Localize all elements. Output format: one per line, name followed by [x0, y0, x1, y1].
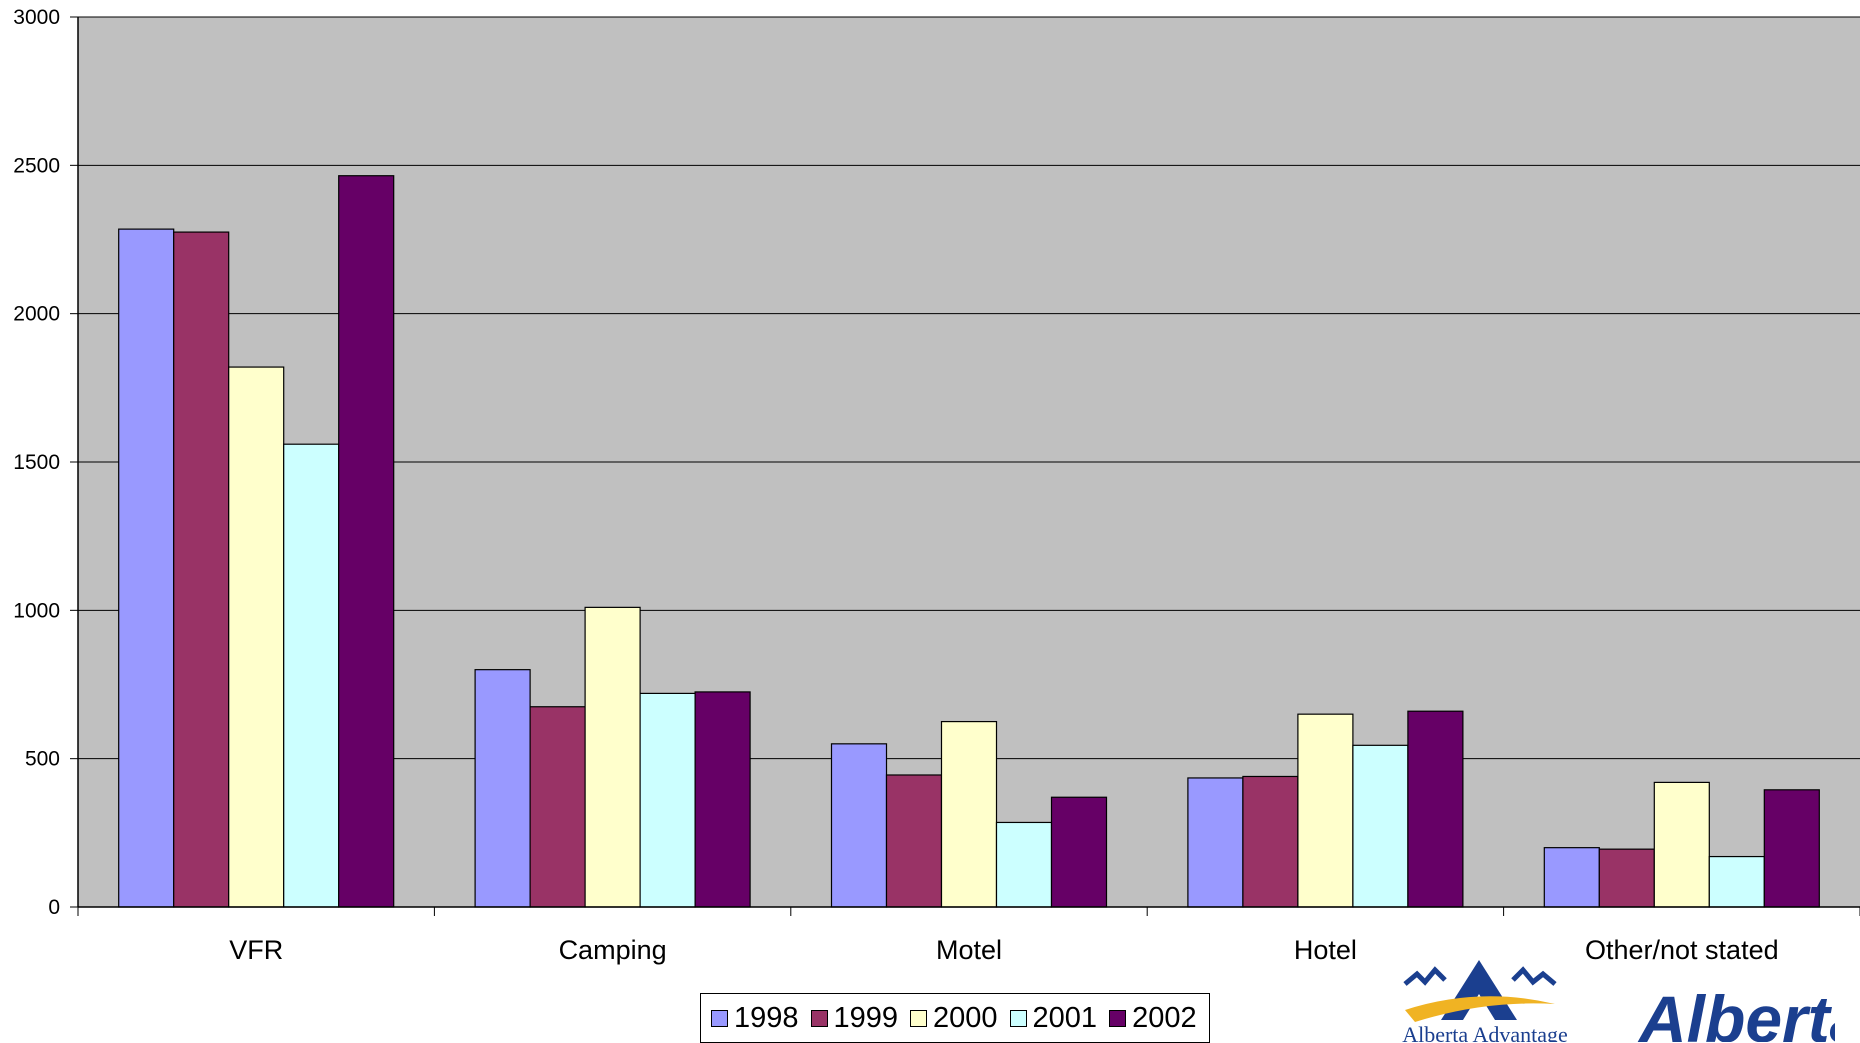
- legend-item: 1998: [711, 1002, 799, 1035]
- bar-2001-camping: [639, 692, 696, 908]
- x-tick-label: VFR: [229, 935, 283, 965]
- alberta-advantage-logo: Alberta Advantage: [1402, 960, 1568, 1042]
- x-tick-label: Other/not stated: [1585, 935, 1779, 965]
- bar-1998-other-not-stated: [1543, 847, 1600, 908]
- y-tick-label: 500: [25, 748, 60, 771]
- sun-swoosh-icon: [1405, 996, 1555, 1022]
- bars: [118, 175, 1820, 908]
- x-tick-label: Hotel: [1294, 935, 1357, 965]
- bar-1999-vfr: [173, 231, 230, 908]
- bar-1998-motel: [830, 743, 888, 908]
- legend-swatch: [810, 1009, 828, 1027]
- bar-1999-other-not-stated: [1598, 848, 1655, 908]
- legend-swatch: [910, 1009, 928, 1027]
- logo-right-text: Alberta: [1637, 982, 1835, 1042]
- y-tick-label: 2000: [13, 303, 60, 326]
- y-tick-label: 1000: [13, 599, 60, 622]
- y-tick-label: 3000: [13, 6, 60, 29]
- bar-2000-vfr: [228, 366, 285, 908]
- legend: 1998 1999 2000 2001 2002: [700, 993, 1210, 1043]
- x-tick-label: Motel: [936, 935, 1002, 965]
- legend-label: 2001: [1032, 1001, 1098, 1034]
- y-tick-label: 0: [48, 896, 60, 919]
- bar-1999-hotel: [1242, 775, 1299, 908]
- legend-swatch: [1109, 1009, 1127, 1027]
- legend-label: 1999: [833, 1001, 899, 1034]
- logo-left-text: Alberta Advantage: [1402, 1022, 1568, 1042]
- bar-2002-motel: [1050, 796, 1108, 908]
- bar-2000-hotel: [1297, 713, 1354, 908]
- bar-2001-hotel: [1352, 744, 1409, 908]
- bar-2000-other-not-stated: [1653, 781, 1710, 908]
- legend-swatch: [711, 1009, 728, 1027]
- legend-label: 1998: [734, 1001, 799, 1034]
- bar-2002-hotel: [1407, 710, 1464, 908]
- legend-item: 2000: [910, 1002, 998, 1035]
- y-tick-label: 1500: [13, 451, 60, 474]
- bar-2000-camping: [584, 606, 641, 908]
- legend-item: 2002: [1109, 1002, 1197, 1035]
- legend-label: 2000: [933, 1001, 998, 1034]
- legend-swatch: [1009, 1009, 1027, 1027]
- bar-1999-motel: [885, 774, 943, 908]
- legend-item: 1999: [810, 1001, 899, 1035]
- bar-1999-camping: [529, 706, 586, 908]
- bar-1998-hotel: [1187, 777, 1244, 908]
- alberta-logo: Alberta: [1637, 982, 1835, 1042]
- bar-2002-other-not-stated: [1763, 789, 1820, 908]
- bar-2002-vfr: [338, 175, 395, 908]
- legend-item: 2001: [1009, 1001, 1098, 1035]
- mountain-peaks-icon-right: [1511, 966, 1557, 986]
- x-tick-label: Camping: [559, 935, 667, 965]
- mountain-peaks-icon: [1403, 966, 1447, 986]
- bar-2001-other-not-stated: [1708, 855, 1765, 908]
- bar-1998-vfr: [118, 228, 175, 908]
- x-axis-ticks: VFR Camping Motel Hotel Other/not stated: [77, 907, 1860, 965]
- bar-2001-motel: [995, 821, 1053, 908]
- y-axis-ticks: 0 500 1000 1500 2000 2500 3000: [13, 6, 78, 919]
- bar-2000-motel: [940, 720, 998, 908]
- bar-2001-vfr: [283, 443, 340, 908]
- bar-2002-camping: [694, 691, 751, 908]
- y-tick-label: 2500: [13, 154, 60, 177]
- bar-1998-camping: [474, 669, 531, 908]
- legend-label: 2002: [1132, 1001, 1197, 1034]
